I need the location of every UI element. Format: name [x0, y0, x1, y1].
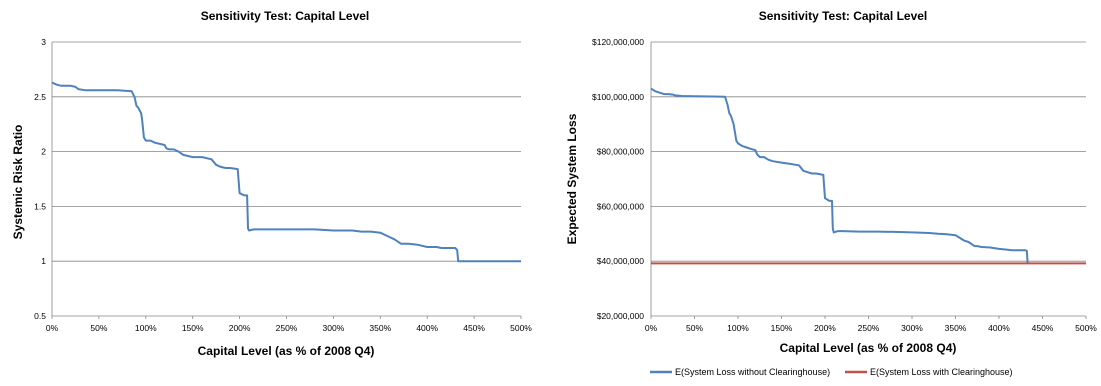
- y-tick-label: 1.5: [34, 201, 46, 211]
- grid-lines: [650, 41, 1087, 319]
- y-tick-label: 0.5: [34, 311, 46, 321]
- legend: E(System Loss without Clearinghouse) E(S…: [650, 367, 1013, 377]
- legend-label-without-clearinghouse: E(System Loss without Clearinghouse): [675, 367, 830, 377]
- y-tick-label: 2.5: [34, 92, 46, 102]
- x-tick-label: 100%: [727, 323, 749, 333]
- series-line-0: [51, 81, 521, 263]
- x-tick-label: 450%: [1032, 323, 1054, 333]
- x-tick-label: 50%: [90, 323, 107, 333]
- y-tick-label: $60,000,000: [597, 201, 645, 211]
- chart-systemic-risk-ratio: Sensitivity Test: Capital Level 0.5 1 1.5 2…: [11, 9, 532, 358]
- series-line-0: [650, 87, 1029, 264]
- x-tick-label: 150%: [771, 323, 793, 333]
- x-tick-label: 350%: [369, 323, 391, 333]
- x-tick-label: 50%: [686, 323, 703, 333]
- x-tick-label: 150%: [182, 323, 204, 333]
- x-tick-label: 400%: [416, 323, 438, 333]
- y-axis-title: Systemic Risk Ratio: [11, 125, 25, 240]
- x-tick-label: 500%: [510, 323, 532, 333]
- y-axis-title: Expected System Loss: [565, 113, 579, 244]
- y-tick-labels: 0.5 1 1.5 2 2.5 3: [34, 37, 46, 321]
- x-tick-label: 400%: [988, 323, 1010, 333]
- x-tick-label: 250%: [276, 323, 298, 333]
- x-tick-label: 250%: [858, 323, 880, 333]
- y-tick-labels: $20,000,000 $40,000,000 $60,000,000 $80,000…: [592, 37, 644, 321]
- x-tick-labels: 0% 50% 100% 150% 200% 250% 300% 350% 400% 450% 500…: [645, 323, 1097, 333]
- x-tick-labels: 0% 50% 100% 150% 200% 250% 300% 350% 400% 450% 500…: [46, 323, 532, 333]
- x-tick-label: 500%: [1075, 323, 1097, 333]
- x-tick-label: 300%: [323, 323, 345, 333]
- chart-title: Sensitivity Test: Capital Level: [759, 9, 928, 23]
- x-axis-title: Capital Level (as % of 2008 Q4): [198, 344, 375, 358]
- series-group: [650, 87, 1086, 265]
- y-tick-label: $80,000,000: [597, 147, 645, 157]
- y-tick-label: $120,000,000: [592, 37, 644, 47]
- y-tick-label: 2: [41, 147, 46, 157]
- x-axis-title: Capital Level (as % of 2008 Q4): [780, 341, 957, 355]
- x-tick-label: 0%: [46, 323, 59, 333]
- chart-expected-system-loss: Sensitivity Test: Capital Level $20,000,…: [565, 9, 1097, 377]
- x-tick-label: 0%: [645, 323, 658, 333]
- x-tick-label: 450%: [463, 323, 485, 333]
- x-tick-label: 350%: [945, 323, 967, 333]
- y-tick-label: $40,000,000: [597, 256, 645, 266]
- series-group: [51, 81, 521, 263]
- legend-label-with-clearinghouse: E(System Loss with Clearinghouse): [870, 367, 1013, 377]
- x-tick-label: 100%: [135, 323, 157, 333]
- y-tick-label: 3: [41, 37, 46, 47]
- x-tick-label: 300%: [901, 323, 923, 333]
- y-tick-label: 1: [41, 256, 46, 266]
- y-tick-label: $100,000,000: [592, 92, 644, 102]
- x-tick-label: 200%: [229, 323, 251, 333]
- x-tick-label: 200%: [814, 323, 836, 333]
- chart-title: Sensitivity Test: Capital Level: [201, 9, 370, 23]
- grid-lines: [51, 41, 522, 319]
- y-tick-label: $20,000,000: [597, 311, 645, 321]
